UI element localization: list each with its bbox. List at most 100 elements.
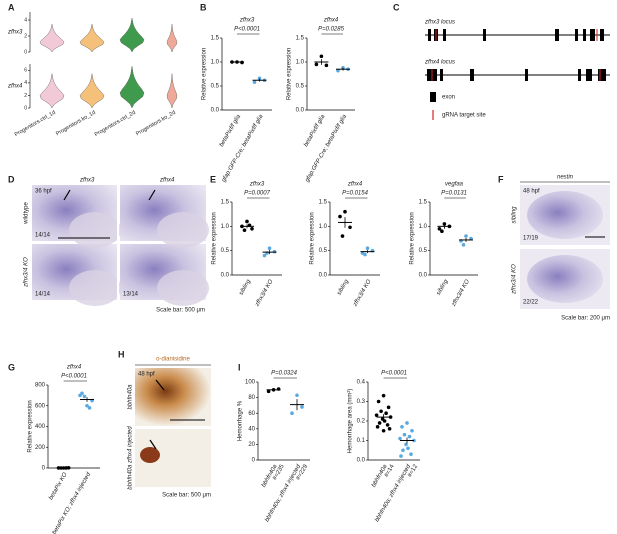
y-tick-label: 0.0 (296, 108, 305, 114)
data-point (381, 428, 386, 433)
panel-label: I (238, 362, 241, 372)
data-point (386, 405, 391, 410)
panel-h-images: o-dianisidine 48 hpf bbhfn40a bbhfn40a z… (128, 357, 211, 499)
p-value: P<0.0001 (381, 371, 407, 377)
y-tick-label: 0.5 (319, 248, 328, 254)
data-point (375, 425, 380, 429)
y-tick-label: 20 (248, 442, 255, 448)
y-axis-label: Relative expression (287, 48, 293, 100)
row-label: zfhx4 (7, 84, 23, 90)
data-point (324, 63, 329, 68)
data-point (404, 442, 408, 447)
violin (79, 24, 105, 53)
y-axis-label: Relative expression (410, 212, 416, 264)
data-point (399, 454, 403, 458)
y-tick-label: 1.0 (221, 224, 230, 230)
y-tick-label: 1.5 (211, 36, 220, 42)
gene-label: nestin (557, 175, 574, 181)
category-label: zfhx3/4 KO (352, 279, 373, 309)
category-label: Progenitors.ko_2d (135, 110, 177, 138)
y-axis-label: Relative expression (202, 48, 208, 100)
data-point (407, 434, 412, 439)
data-point (295, 393, 299, 398)
row-label: wildtype (24, 202, 30, 225)
p-value: P<0.0001 (61, 374, 87, 380)
p-value: P=0.0131 (441, 191, 467, 197)
data-point (406, 446, 410, 451)
data-point (402, 432, 407, 437)
data-point (250, 226, 254, 231)
y-tick-label: 0.5 (296, 84, 305, 90)
y-axis-label: Relative expression (28, 400, 34, 452)
p-value: P=0.0324 (271, 371, 298, 377)
category-label: sibling (336, 278, 350, 296)
data-point (410, 428, 414, 433)
violin (119, 66, 145, 109)
y-tick-label: 0.2 (357, 419, 366, 425)
category-label: zfhx3/4 KO (254, 279, 275, 309)
p-value: P<0.0001 (234, 27, 260, 33)
data-point (242, 228, 247, 233)
data-point (385, 423, 390, 427)
data-point (409, 452, 413, 456)
category-label: sibling (436, 278, 450, 296)
y-tick-label: 600 (35, 403, 46, 409)
row-label: bbhfn40a zfhx4 injected (128, 426, 134, 490)
y-tick-label: 1.0 (419, 224, 428, 230)
data-point (388, 415, 393, 419)
y-tick-label: 2 (24, 93, 27, 99)
data-point (78, 393, 82, 398)
y-tick-label: 1.5 (296, 36, 305, 42)
panel-label: C (393, 2, 400, 12)
y-tick-label: 0.5 (211, 84, 220, 90)
y-tick-label: 4 (24, 17, 27, 23)
y-tick-label: 2 (24, 33, 27, 39)
data-point (343, 209, 347, 214)
y-tick-label: 0.0 (211, 108, 220, 114)
violin (119, 17, 145, 53)
y-tick-label: 0.0 (357, 458, 366, 464)
gene-title: zfhx4 (323, 18, 339, 24)
category-label: Progenitors.ctrl_1d (14, 110, 57, 138)
gene-title: vegfaa (445, 182, 464, 188)
y-tick-label: 1.5 (221, 200, 230, 206)
count-label: 14/14 (35, 233, 51, 239)
gene-title: zfhx4 (347, 182, 363, 188)
data-point (363, 252, 367, 257)
stage-label: 48 hpf (138, 372, 155, 378)
violin (39, 73, 65, 109)
gene-title: zfhx3 (249, 182, 265, 188)
y-tick-label: 1.5 (319, 200, 328, 206)
violin (166, 73, 178, 109)
panel-label: A (8, 2, 15, 12)
count-label: 22/22 (523, 300, 539, 306)
data-point (338, 214, 342, 219)
category-label: betaPix KO (48, 472, 69, 502)
data-point (437, 226, 442, 231)
panel-label: E (210, 174, 216, 184)
y-tick-label: 400 (35, 424, 46, 430)
gene-title: zfhx4 (66, 365, 82, 371)
y-tick-label: 0 (24, 49, 27, 55)
data-point (87, 406, 92, 410)
row-label: zfhx3 (7, 30, 23, 36)
y-tick-label: 80 (248, 395, 255, 401)
panel-label: D (8, 174, 15, 184)
data-point (384, 411, 388, 416)
data-point (401, 448, 405, 453)
count-label: 14/14 (35, 292, 51, 298)
data-point (262, 253, 267, 258)
y-tick-label: 1.5 (419, 200, 428, 206)
gene-title: zfhx3 (239, 18, 255, 24)
locus-label: zfhx3 locus (424, 20, 455, 26)
y-tick-label: 0.3 (357, 399, 366, 405)
y-tick-label: 0 (42, 466, 46, 472)
data-point (266, 389, 271, 394)
legend-label: gRNA target site (442, 113, 486, 119)
y-tick-label: 0 (24, 105, 27, 111)
data-point (257, 76, 262, 81)
y-tick-label: 0.5 (221, 248, 230, 254)
p-value: P=0.0154 (342, 191, 369, 197)
y-tick-label: 0.4 (357, 380, 366, 386)
data-point (85, 403, 89, 408)
